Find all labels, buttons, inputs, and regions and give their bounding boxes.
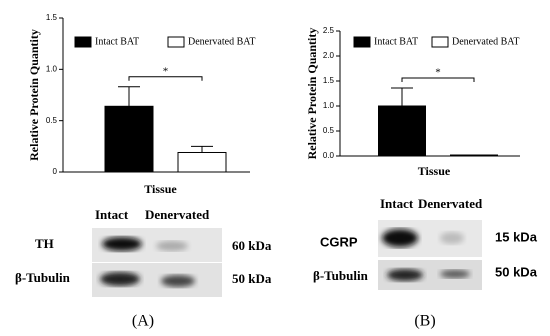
row-label: β-Tubulin: [15, 270, 71, 285]
size-label: 60 kDa: [232, 238, 272, 253]
y-tick-label: 0: [53, 167, 58, 176]
band: [102, 237, 142, 251]
y-tick-label: 2.5: [323, 26, 335, 35]
band: [156, 241, 188, 251]
panel-label: (A): [132, 313, 154, 330]
lane-label: Intact: [95, 207, 129, 222]
x-axis-label: Tissue: [418, 164, 451, 178]
band: [440, 270, 470, 278]
y-tick-label: 1.5: [46, 13, 58, 22]
error-bar: [391, 87, 413, 106]
row-label: β-Tubulin: [313, 268, 369, 283]
legend-label: Intact BAT: [95, 36, 139, 47]
lane-label: Denervated: [145, 207, 210, 222]
y-tick-label: 0.5: [46, 116, 58, 125]
x-axis-label: Tissue: [144, 182, 177, 196]
panel-label: (B): [414, 313, 435, 330]
row-label: CGRP: [320, 234, 358, 249]
legend-label: Denervated BAT: [188, 36, 255, 47]
band: [382, 229, 418, 247]
band: [387, 269, 423, 281]
significance-bracket: [128, 76, 203, 81]
row-label: TH: [35, 236, 54, 251]
legend-swatch: [74, 36, 92, 48]
y-tick-label: 1.0: [323, 101, 335, 110]
significance-star: *: [435, 67, 441, 79]
size-label: 50 kDa: [232, 271, 272, 286]
band: [100, 272, 140, 286]
band: [440, 232, 464, 244]
legend-label: Denervated BAT: [452, 36, 519, 47]
y-tick-label: 2.0: [323, 51, 335, 60]
legend-swatch: [353, 36, 371, 48]
legend-swatch: [167, 36, 185, 48]
y-tick-label: 1.5: [323, 76, 335, 85]
significance-bracket: [401, 77, 475, 82]
bar: [378, 105, 426, 157]
y-tick-label: 0.0: [323, 151, 335, 160]
lane-label: Intact: [380, 196, 414, 211]
size-label: 50 kDa: [495, 264, 538, 279]
lane-label: Denervated: [418, 196, 483, 211]
error-bar: [191, 145, 213, 153]
y-tick-label: 1.0: [46, 64, 58, 73]
y-axis-label: Relative Protein Quantity: [305, 28, 319, 160]
y-tick-label: 0.5: [323, 126, 335, 135]
legend-swatch: [431, 36, 449, 48]
legend-label: Intact BAT: [374, 36, 418, 47]
y-axis-label: Relative Protein Quantity: [27, 29, 41, 161]
error-bar: [118, 86, 140, 107]
bar: [104, 105, 154, 173]
significance-star: *: [163, 65, 169, 77]
size-label: 15 kDa: [495, 229, 538, 244]
band: [161, 275, 195, 287]
bar: [177, 151, 227, 173]
